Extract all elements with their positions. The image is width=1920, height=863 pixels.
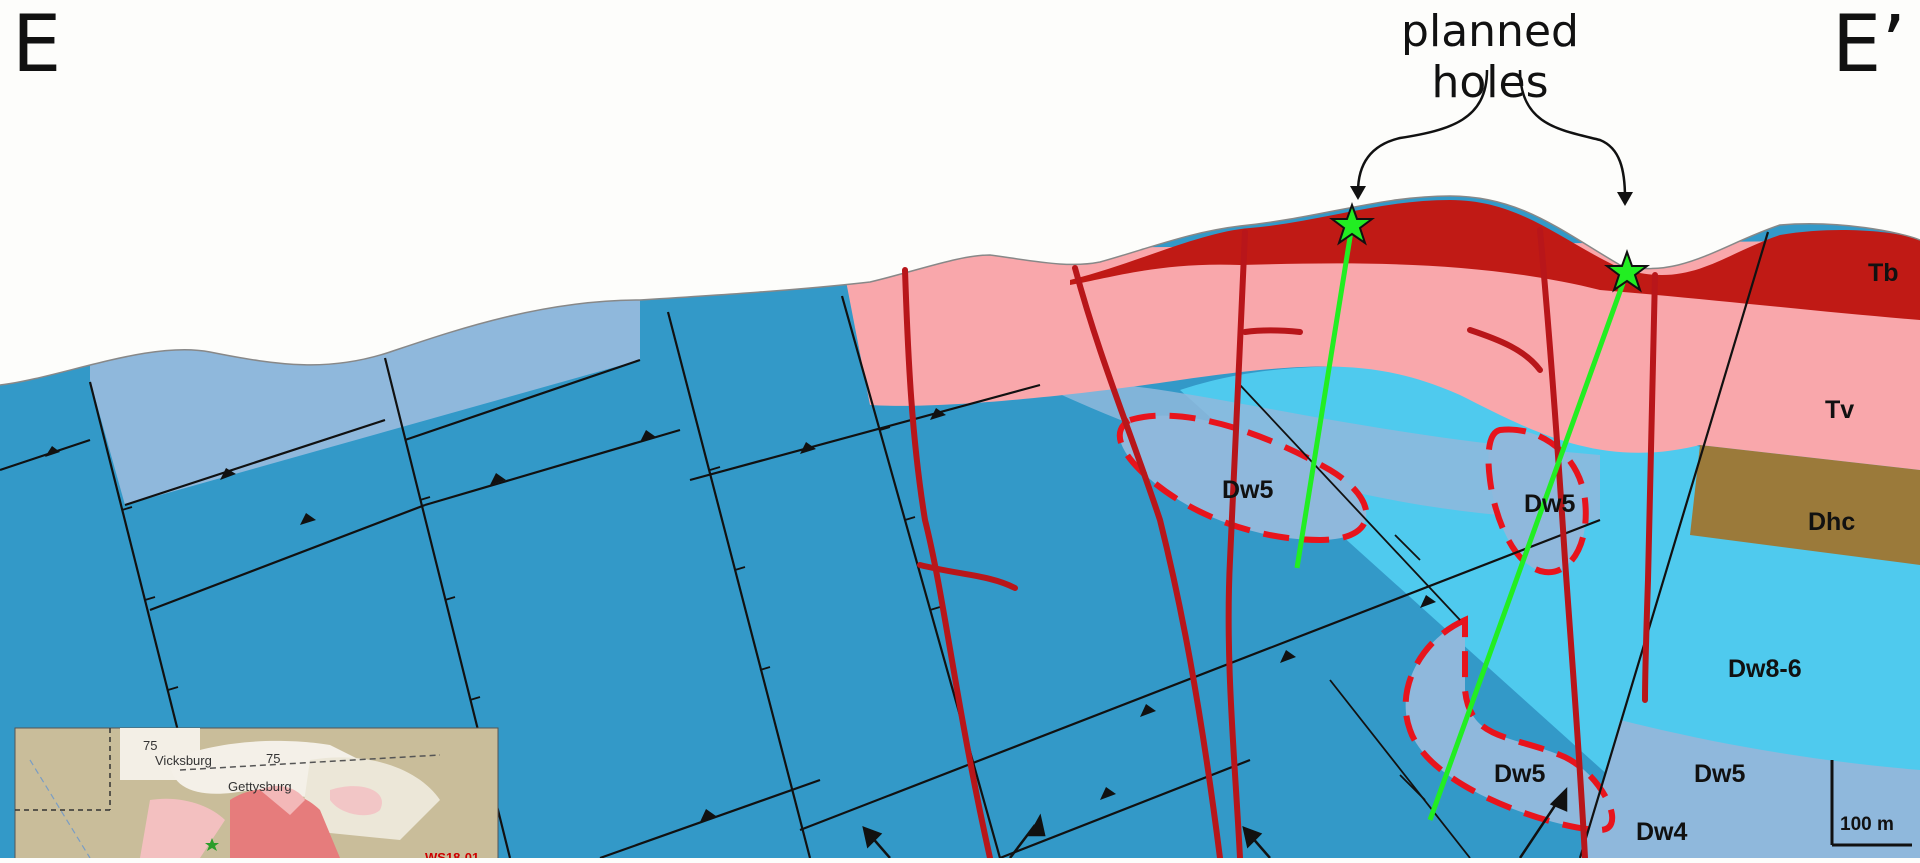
- inset-dip-2: 75: [266, 751, 280, 766]
- inset-label-vicksburg: Vicksburg: [155, 753, 212, 768]
- arrow-to-hole-2: [1518, 69, 1627, 199]
- unit-dhc: [1690, 445, 1920, 565]
- dike-3: [1225, 229, 1248, 861]
- fault-ticks: [121, 426, 941, 701]
- inset-label-gettysburg: Gettysburg: [228, 779, 292, 794]
- arrowhead-1: [1350, 186, 1366, 200]
- target-outline-lower: [1402, 615, 1616, 834]
- inset-sample-id: WS18-01: [425, 850, 479, 858]
- scale-bar: 100 m: [1830, 760, 1912, 847]
- inset-map: Vicksburg Gettysburg 75 75 WS18-01: [14, 727, 499, 863]
- label-dw5-target-c: Dw5: [1494, 760, 1546, 788]
- label-dw5-target-b: Dw5: [1524, 490, 1576, 518]
- dike-5: [1642, 272, 1658, 703]
- dike-4: [1537, 227, 1588, 861]
- label-dhc: Dhc: [1808, 508, 1855, 536]
- dike-sill-3: [1467, 327, 1543, 373]
- slip-lines: [1239, 384, 1471, 859]
- dike-1: [902, 267, 993, 861]
- fault-5: [1578, 231, 1770, 859]
- thrust-teeth: [45, 408, 1436, 822]
- dike-sill-1: [917, 562, 1018, 591]
- label-tv: Tv: [1825, 396, 1854, 424]
- arrowhead-2: [1617, 192, 1633, 206]
- dike-2: [1072, 265, 1223, 861]
- inset-dip-1: 75: [143, 738, 157, 753]
- inset-star: [205, 838, 219, 851]
- drill-collar-star-2: [1604, 249, 1650, 293]
- drill-hole-2: [1427, 271, 1630, 821]
- pointer-arrows: [862, 786, 1568, 859]
- drill-collar-star-1: [1329, 202, 1375, 246]
- drill-holes: [1294, 202, 1650, 821]
- unit-dw5-right: [1580, 720, 1920, 858]
- drill-hole-1: [1294, 224, 1355, 569]
- label-dw8-6: Dw8-6: [1728, 655, 1802, 683]
- section-end-label: E’: [1832, 0, 1907, 90]
- label-dw4: Dw4: [1636, 818, 1688, 846]
- label-dw5-right: Dw5: [1694, 760, 1746, 788]
- thrust-faults: [0, 358, 1601, 860]
- planned-holes-annotation: planned holes: [1401, 6, 1579, 108]
- dike-sill-2: [1242, 327, 1303, 335]
- target-outline-upper-right: [1485, 426, 1589, 576]
- label-tb: Tb: [1868, 259, 1899, 287]
- target-zone-lower: [1405, 620, 1613, 830]
- section-start-label: E: [12, 0, 62, 90]
- label-dw5-target-a: Dw5: [1222, 476, 1274, 504]
- dikes: [902, 227, 1658, 861]
- annotation-arrows: [1356, 69, 1627, 199]
- arrow-to-hole-1: [1356, 69, 1489, 193]
- scale-bar-label: 100 m: [1840, 814, 1894, 835]
- unit-tb: [1070, 200, 1920, 320]
- fault-3: [666, 311, 812, 859]
